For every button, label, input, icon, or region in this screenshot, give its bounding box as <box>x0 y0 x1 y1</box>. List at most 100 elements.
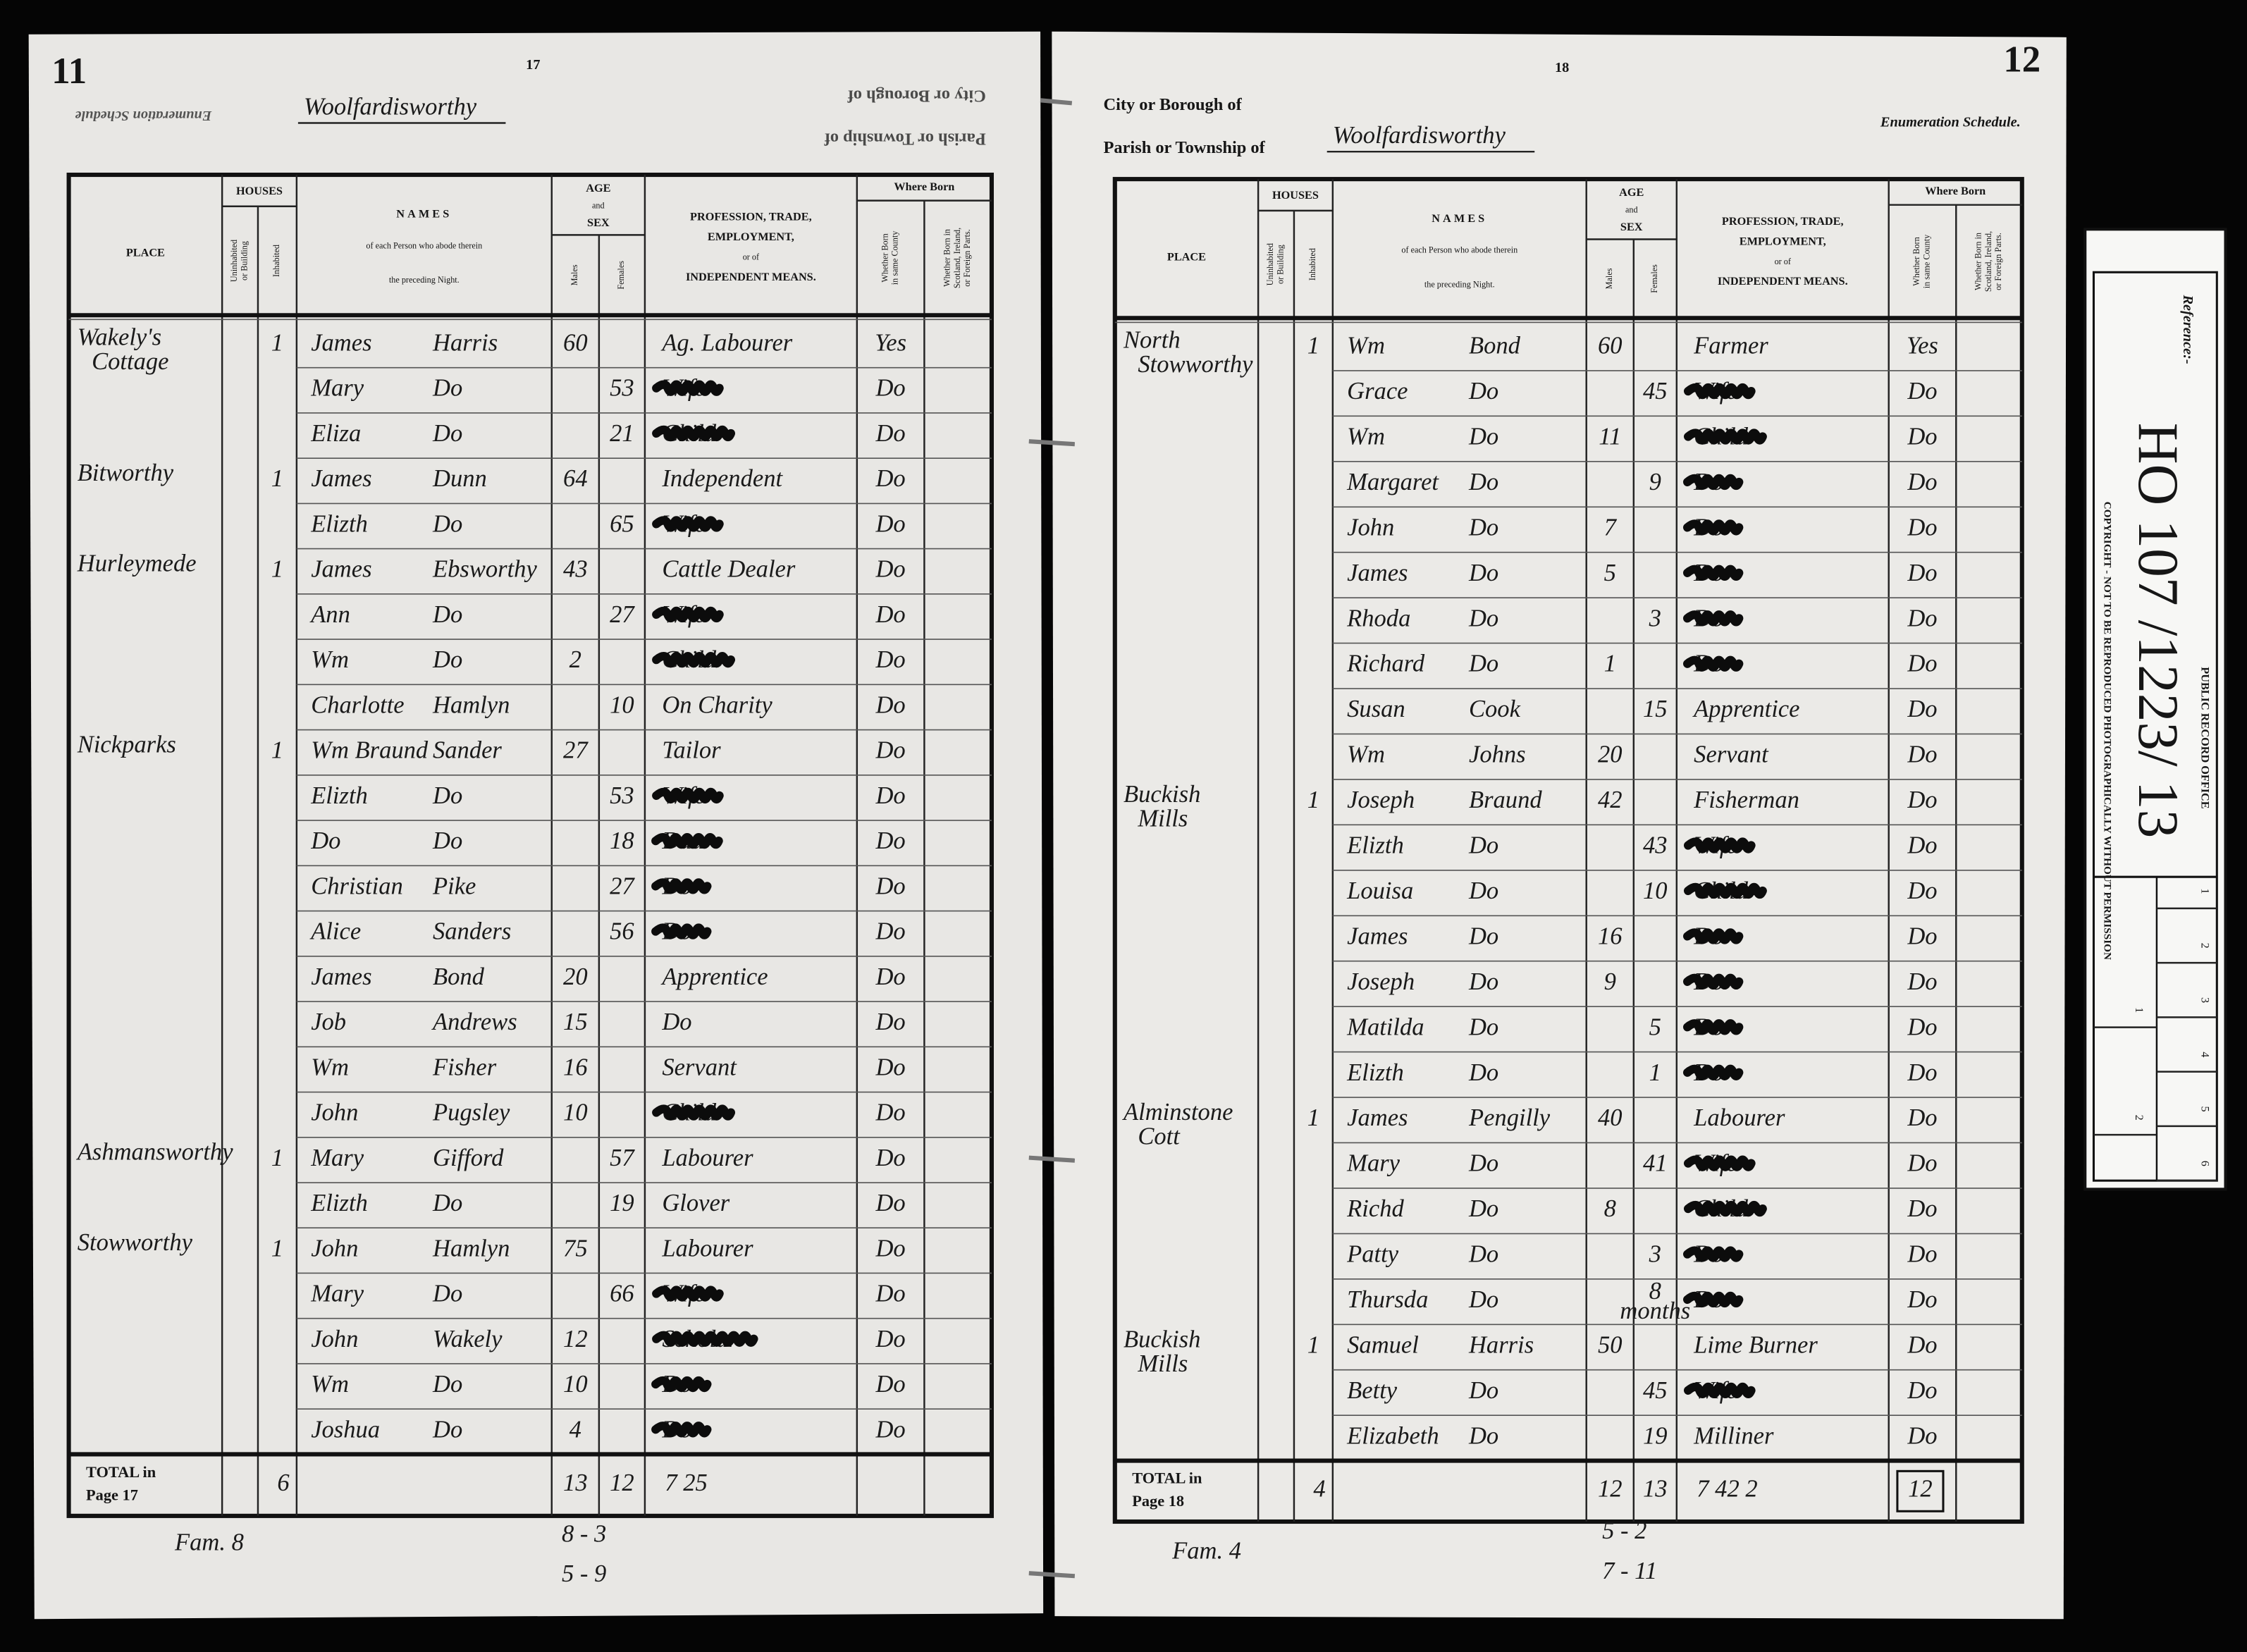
birthplace: Do <box>1907 968 1937 995</box>
column-header: Where Born <box>1925 185 1986 197</box>
age-female: 19 <box>610 1190 634 1216</box>
forename: Elizth <box>310 782 368 809</box>
forename: Elizabeth <box>1346 1422 1439 1449</box>
profession: Glover <box>662 1190 729 1216</box>
age-male: 4 <box>570 1416 581 1443</box>
strike-through <box>651 833 723 849</box>
surname: Do <box>1468 560 1498 586</box>
strike-through <box>1683 1200 1767 1216</box>
card-border <box>2092 271 2218 1182</box>
surname: Do <box>432 827 462 854</box>
age-male: 20 <box>563 963 588 990</box>
forename: John <box>311 1099 358 1126</box>
surname: Dunn <box>432 465 487 492</box>
age-female: 8 <box>1649 1278 1661 1305</box>
birthplace: Do <box>1907 1059 1937 1086</box>
ruler-label: 5 <box>2198 1106 2211 1111</box>
birthplace: Do <box>1907 1331 1937 1358</box>
surname: Pugsley <box>432 1099 510 1126</box>
strike-through <box>1682 1246 1744 1262</box>
forename: Wm <box>1347 741 1385 768</box>
column-header: PLACE <box>126 247 165 259</box>
strike-through <box>1682 519 1744 536</box>
place: Cott <box>1138 1123 1181 1150</box>
forename: Mary <box>1346 1150 1400 1177</box>
age-male: 75 <box>563 1235 588 1262</box>
surname: Do <box>1468 968 1498 995</box>
binding-stitch <box>1028 439 1076 447</box>
forename: Elizth <box>1346 1059 1404 1086</box>
strike-through <box>1683 429 1767 445</box>
total-males: 13 <box>563 1469 588 1496</box>
column-header: INDEPENDENT MEANS. <box>686 271 816 283</box>
profession: On Charity <box>662 691 772 718</box>
column-header: AGE <box>586 182 610 195</box>
age-male: 27 <box>563 737 589 764</box>
birthplace: Do <box>875 963 905 990</box>
profession: Labourer <box>661 1235 753 1262</box>
age-male: 40 <box>1598 1104 1623 1131</box>
surname: Do <box>1468 1422 1498 1449</box>
page-corner: 12 <box>2003 39 2040 80</box>
forename: Samuel <box>1347 1331 1419 1358</box>
age-female: 3 <box>1649 1241 1661 1268</box>
column-header: Uninhabited <box>229 240 239 282</box>
column-header: HOUSES <box>1272 189 1319 202</box>
age-female: 56 <box>610 918 634 945</box>
column-header: of each Person who abode therein <box>1401 245 1518 255</box>
column-header: Whether Born in <box>942 229 952 287</box>
column-header: in same County <box>890 230 900 285</box>
profession: Labourer <box>661 1145 753 1171</box>
surname: Do <box>1468 424 1498 450</box>
age-male: 60 <box>563 329 588 356</box>
strike-through <box>652 606 724 622</box>
reference-number: HO 107 /1223/ 13 <box>2126 423 2190 838</box>
age-female: 41 <box>1643 1150 1668 1177</box>
profession: Independent <box>661 465 783 492</box>
profession: Lime Burner <box>1693 1331 1818 1358</box>
left-page <box>28 31 1044 1620</box>
forename: Ann <box>309 601 350 628</box>
surname: Do <box>1468 832 1498 859</box>
age-unit: months <box>1620 1297 1690 1324</box>
age-female: 21 <box>610 420 634 447</box>
ruler-label: 3 <box>2198 997 2211 1003</box>
forename: Mary <box>310 375 364 402</box>
age-male: 60 <box>1598 333 1623 359</box>
strike-through <box>1683 837 1756 853</box>
inhabited-count: 1 <box>271 737 283 764</box>
surname: Do <box>1468 469 1498 495</box>
forename: Wm Braund <box>311 737 429 764</box>
column-header: Whether Born <box>1912 237 1921 285</box>
birthplace: Do <box>1907 923 1937 949</box>
column-header: Inhabited <box>1307 248 1317 281</box>
birthplace: Do <box>875 827 905 854</box>
schedule-label: Enumeration Schedule. <box>1880 115 2021 130</box>
age-male: 5 <box>1604 560 1616 586</box>
age-female: 45 <box>1643 378 1668 405</box>
birthplace: Do <box>1907 1422 1937 1449</box>
surname: Do <box>1468 1241 1498 1268</box>
forename: James <box>311 556 371 583</box>
surname: Do <box>432 1190 462 1216</box>
forename: John <box>1347 514 1394 541</box>
total-page: Page 17 <box>86 1486 138 1504</box>
strike-through <box>1682 610 1744 627</box>
age-female: 18 <box>610 827 634 854</box>
birthplace: Do <box>875 782 905 809</box>
place: Bitworthy <box>78 460 174 486</box>
age-female: 19 <box>1643 1422 1668 1449</box>
birthplace: Do <box>875 873 905 899</box>
column-header: Uninhabited <box>1265 243 1275 285</box>
column-header: SEX <box>587 216 610 229</box>
forename: John <box>311 1326 358 1352</box>
surname: Sander <box>433 737 502 764</box>
ruler-label: 4 <box>2198 1052 2211 1057</box>
column-header: or of <box>1775 257 1792 266</box>
column-header: Whether Born <box>880 233 889 282</box>
surname: Do <box>1468 1377 1498 1404</box>
column-header: EMPLOYMENT, <box>708 230 794 243</box>
inhabited-count: 1 <box>1307 1331 1319 1358</box>
birthplace: Yes <box>1907 333 1938 359</box>
birthplace: Do <box>1907 832 1937 859</box>
